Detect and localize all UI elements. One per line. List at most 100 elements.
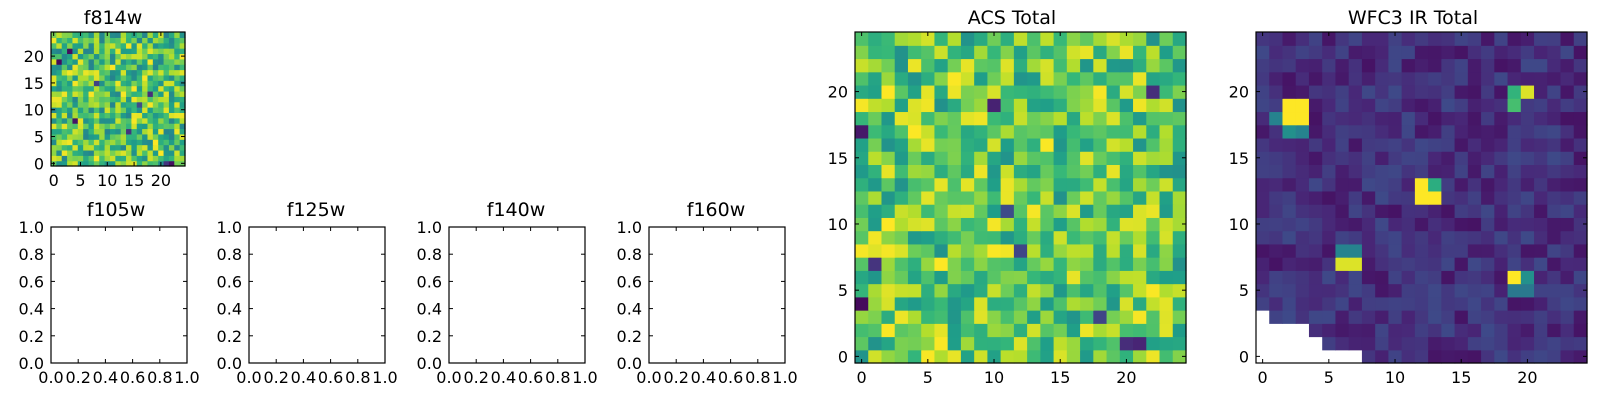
heatmap-cell <box>1000 137 1015 152</box>
heatmap-cell <box>120 58 127 65</box>
heatmap-cell <box>1053 323 1068 338</box>
heatmap-cell <box>109 123 116 130</box>
heatmap-cell <box>88 80 95 87</box>
heatmap-cell <box>1133 58 1147 73</box>
heatmap-cell <box>1256 84 1270 99</box>
heatmap-cell <box>1013 98 1028 113</box>
heatmap-cell <box>174 32 181 38</box>
y-tick-label: 0.8 <box>617 245 642 264</box>
heatmap-cell <box>1454 310 1469 324</box>
heatmap-cell <box>1106 283 1121 298</box>
heatmap-cell <box>1467 243 1482 258</box>
heatmap-cell <box>1295 137 1310 152</box>
heatmap-cell <box>1119 310 1134 324</box>
heatmap-cell <box>152 101 159 108</box>
heatmap-cell <box>1027 45 1041 60</box>
heatmap-cell <box>921 230 936 245</box>
heatmap-cell <box>88 155 95 162</box>
heatmap-cell <box>1335 270 1350 285</box>
heatmap-cell <box>1573 243 1588 258</box>
heatmap-cell <box>115 37 122 44</box>
heatmap-cell <box>1573 164 1588 179</box>
heatmap-cell <box>881 336 896 351</box>
heatmap-cell <box>99 144 106 151</box>
heatmap-cell <box>77 37 84 44</box>
x-tick-label: 15 <box>1050 368 1070 387</box>
heatmap-cell <box>99 117 106 124</box>
heatmap-cell <box>1388 217 1403 232</box>
heatmap-cell <box>1159 190 1174 205</box>
heatmap-cell <box>152 117 159 124</box>
heatmap-cell <box>1282 164 1297 179</box>
heatmap-cell <box>1507 98 1522 113</box>
heatmap-cell <box>109 139 116 146</box>
heatmap-cell <box>99 149 106 156</box>
heatmap-cell <box>174 96 181 103</box>
heatmap-cell <box>93 53 100 60</box>
heatmap-cell <box>99 107 106 113</box>
heatmap-cell <box>1467 283 1482 298</box>
heatmap-cell <box>93 90 100 97</box>
heatmap-cell <box>1494 336 1509 351</box>
heatmap-cell <box>1441 217 1456 232</box>
heatmap-cell <box>1361 270 1376 285</box>
heatmap-cell <box>1119 270 1134 285</box>
heatmap-cell <box>1172 111 1187 126</box>
heatmap-cell <box>1428 32 1442 46</box>
heatmap-cell <box>1388 310 1403 324</box>
heatmap-cell <box>120 74 127 81</box>
heatmap-cell <box>1534 323 1548 338</box>
heatmap-cell <box>72 53 79 60</box>
heatmap-cell <box>1467 58 1482 73</box>
heatmap-cell <box>115 101 122 108</box>
heatmap-cell <box>1322 204 1337 218</box>
heatmap-cell <box>1256 204 1270 218</box>
heatmap-cell <box>109 96 116 103</box>
heatmap-cell <box>93 133 100 140</box>
heatmap-cell <box>1560 349 1575 364</box>
heatmap-cell <box>1322 190 1337 205</box>
heatmap-cell <box>168 112 175 119</box>
heatmap-cell <box>1494 177 1509 192</box>
heatmap-cell <box>109 53 116 60</box>
heatmap-cell <box>163 128 170 135</box>
heatmap-cell <box>1295 71 1310 86</box>
x-tick-label: 0.8 <box>545 368 570 387</box>
heatmap-cell <box>1454 71 1469 86</box>
heatmap-cell <box>1534 257 1548 271</box>
heatmap-cell <box>1481 283 1495 298</box>
x-tick-label: 0.2 <box>463 368 488 387</box>
heatmap-cell <box>1282 71 1297 86</box>
heatmap-cell <box>136 133 143 140</box>
heatmap-cell <box>158 74 165 81</box>
heatmap-cell <box>1256 283 1270 298</box>
heatmap-cell <box>1119 230 1134 245</box>
panel-title-f160w: f160w <box>687 199 746 221</box>
heatmap-cell <box>1322 84 1337 99</box>
heatmap-cell <box>1441 204 1456 218</box>
heatmap-cell <box>158 133 165 140</box>
heatmap-cell <box>88 139 95 146</box>
heatmap-cell <box>126 128 132 135</box>
heatmap-cell <box>1401 230 1416 245</box>
heatmap-cell <box>1467 190 1482 205</box>
heatmap-cell <box>142 117 149 124</box>
heatmap-cell <box>855 336 869 351</box>
heatmap-cell <box>1414 111 1429 126</box>
heatmap-cell <box>163 139 170 146</box>
heatmap-cell <box>1159 323 1174 338</box>
heatmap-cell <box>1428 164 1442 179</box>
heatmap-cell <box>894 98 909 113</box>
heatmap-cell <box>868 151 883 165</box>
heatmap-cell <box>1269 296 1284 311</box>
heatmap-cell <box>56 107 63 113</box>
heatmap-cell <box>1159 32 1174 46</box>
heatmap-cell <box>61 53 68 60</box>
heatmap-cell <box>99 90 106 97</box>
heatmap-cell <box>147 139 154 146</box>
heatmap-cell <box>174 117 181 124</box>
heatmap-cell <box>1282 124 1297 139</box>
heatmap-cell <box>152 69 159 76</box>
heatmap-cell <box>83 53 90 60</box>
heatmap-cell <box>1454 349 1469 364</box>
